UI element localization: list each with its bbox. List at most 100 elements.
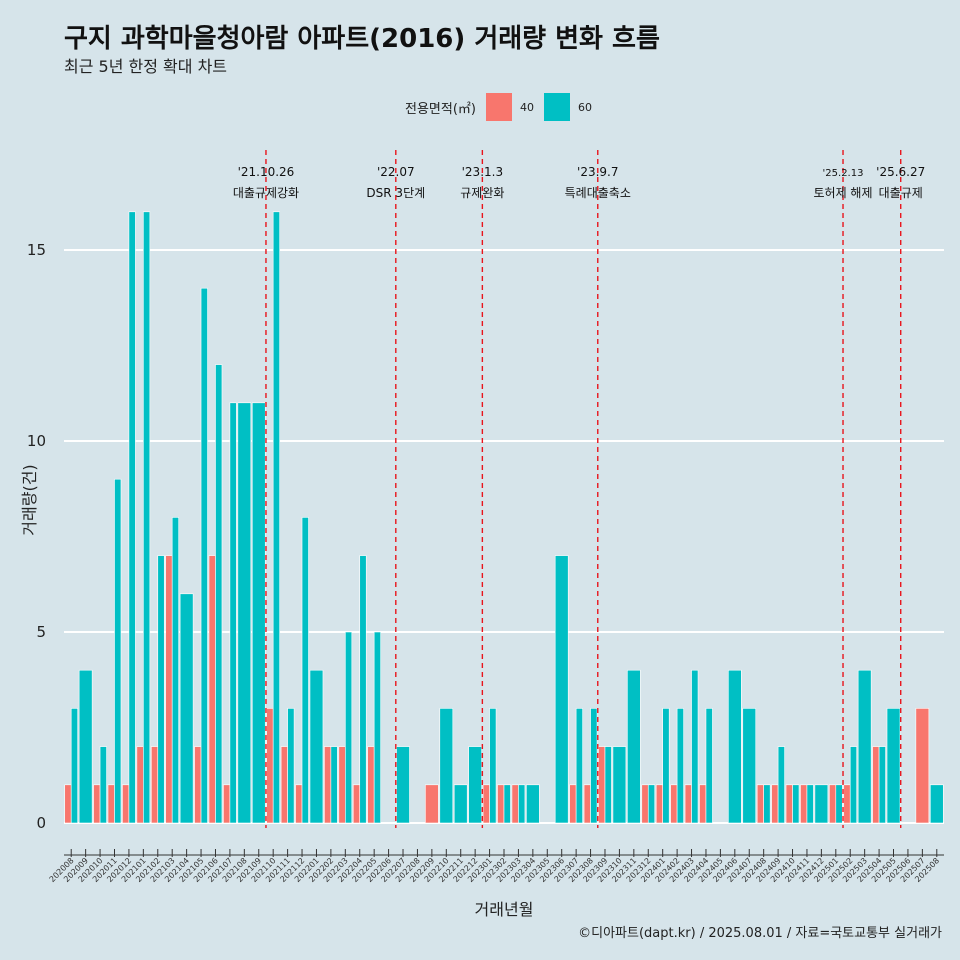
- bar-60-202110: [272, 211, 280, 824]
- bar-40-202507: [915, 708, 930, 824]
- bar-40-202111: [280, 746, 288, 824]
- bar-40-202103: [165, 555, 173, 824]
- y-tick-label-0: 0: [36, 814, 46, 832]
- event-date-2: '23.1.3: [462, 165, 503, 179]
- bar-60-202011: [114, 478, 122, 824]
- bar-40-202303: [511, 784, 519, 824]
- event-label-1: DSR 3단계: [366, 186, 425, 200]
- bar-60-202403: [691, 669, 699, 824]
- bar-60-202309: [604, 746, 612, 824]
- bar-40-202401: [655, 784, 663, 824]
- event-date-1: '22.07: [377, 165, 415, 179]
- event-label-4: 토허제 해제: [814, 186, 873, 200]
- y-tick-label-10: 10: [27, 432, 46, 450]
- bar-60-202404: [705, 708, 713, 824]
- event-date-4: '25.2.13: [823, 168, 864, 179]
- bar-60-202201: [309, 669, 324, 824]
- bar-40-202209: [425, 784, 439, 824]
- bar-60-202502: [849, 746, 858, 824]
- bar-40-202107: [223, 784, 231, 824]
- bar-40-202501: [829, 784, 837, 824]
- bar-60-202503: [857, 669, 872, 824]
- bar-40-202410: [785, 784, 793, 824]
- legend: 전용면적(㎡) 40 60: [405, 93, 602, 121]
- bar-60-202205: [373, 631, 381, 824]
- bar-40-202408: [756, 784, 764, 824]
- bar-60-202501: [835, 784, 843, 824]
- bar-60-202108: [237, 402, 252, 824]
- bar-40-202102: [150, 746, 159, 824]
- bar-60-202101: [143, 211, 151, 824]
- x-axis-label: 거래년월: [474, 900, 534, 919]
- bar-60-202203: [345, 631, 353, 824]
- y-axis-label: 거래량(건): [20, 464, 39, 536]
- bar-60-202106: [215, 364, 223, 824]
- event-date-5: '25.6.27: [876, 165, 925, 179]
- bar-60-202408: [763, 784, 771, 824]
- bar-60-202112: [301, 517, 309, 824]
- bar-60-202210: [439, 708, 454, 824]
- bar-60-202212: [468, 746, 482, 824]
- bar-60-202410: [792, 784, 800, 824]
- bar-60-202207: [396, 746, 410, 824]
- bar-60-202401: [662, 708, 670, 824]
- bar-60-202312: [647, 784, 656, 824]
- bar-60-202308: [590, 708, 598, 824]
- bar-60-202109: [251, 402, 266, 824]
- bar-60-202303: [518, 784, 526, 824]
- bar-60-202105: [200, 287, 208, 824]
- bar-40-202504: [872, 746, 880, 824]
- bar-60-202412: [814, 784, 829, 824]
- event-label-0: 대출규제강화: [233, 186, 299, 200]
- legend-key-40: [485, 93, 512, 121]
- bar-60-202310: [612, 746, 627, 824]
- legend-item-40: 40: [485, 93, 534, 121]
- bar-40-202307: [569, 784, 577, 824]
- y-tick-label-15: 15: [27, 241, 46, 259]
- legend-item-60: 60: [543, 93, 592, 121]
- bar-60-202009: [78, 669, 93, 824]
- bar-40-202309: [598, 746, 606, 824]
- bar-40-202402: [670, 784, 678, 824]
- event-label-5: 대출규제: [879, 186, 923, 200]
- bar-40-202010: [93, 784, 101, 824]
- chart-title: 구지 과학마을청아람 아파트(2016) 거래량 변화 흐름: [64, 24, 660, 54]
- bar-40-202112: [295, 784, 303, 824]
- bar-40-202302: [497, 784, 505, 824]
- bar-40-202205: [367, 746, 375, 824]
- bar-40-202110: [266, 708, 274, 824]
- bar-40-202404: [699, 784, 707, 824]
- event-date-3: '23.9.7: [577, 165, 618, 179]
- bar-60-202505: [886, 708, 901, 824]
- event-label-2: 규제완화: [460, 186, 504, 200]
- bar-60-202107: [229, 402, 237, 824]
- bar-60-202504: [878, 746, 886, 824]
- bar-60-202103: [171, 517, 179, 824]
- bar-40-202308: [583, 784, 591, 824]
- bar-60-202104: [179, 593, 194, 824]
- bar-40-202008: [64, 784, 72, 824]
- bar-40-202502: [843, 784, 851, 824]
- source-caption: ©디아파트(dapt.kr) / 2025.08.01 / 자료=국토교통부 실…: [578, 926, 942, 941]
- bar-60-202102: [157, 555, 165, 824]
- bar-60-202304: [526, 784, 540, 824]
- y-tick-label-5: 5: [36, 623, 46, 641]
- bar-60-202111: [287, 708, 295, 824]
- legend-label-60: 60: [577, 100, 592, 114]
- event-date-0: '21.10.26: [238, 165, 295, 179]
- bar-60-202407: [742, 708, 757, 824]
- bar-60-202306: [554, 555, 569, 824]
- bar-60-202008: [70, 708, 79, 824]
- bar-40-202011: [107, 784, 115, 824]
- bar-60-202211: [453, 784, 468, 824]
- bar-60-202406: [728, 669, 742, 824]
- bar-60-202302: [503, 784, 511, 824]
- bar-40-202101: [136, 746, 144, 824]
- bar-40-202204: [352, 784, 361, 824]
- bar-40-202012: [122, 784, 130, 824]
- bar-60-202204: [359, 555, 367, 824]
- bar-60-202012: [128, 211, 136, 824]
- bar-60-202010: [99, 746, 107, 824]
- bar-60-202409: [777, 746, 785, 824]
